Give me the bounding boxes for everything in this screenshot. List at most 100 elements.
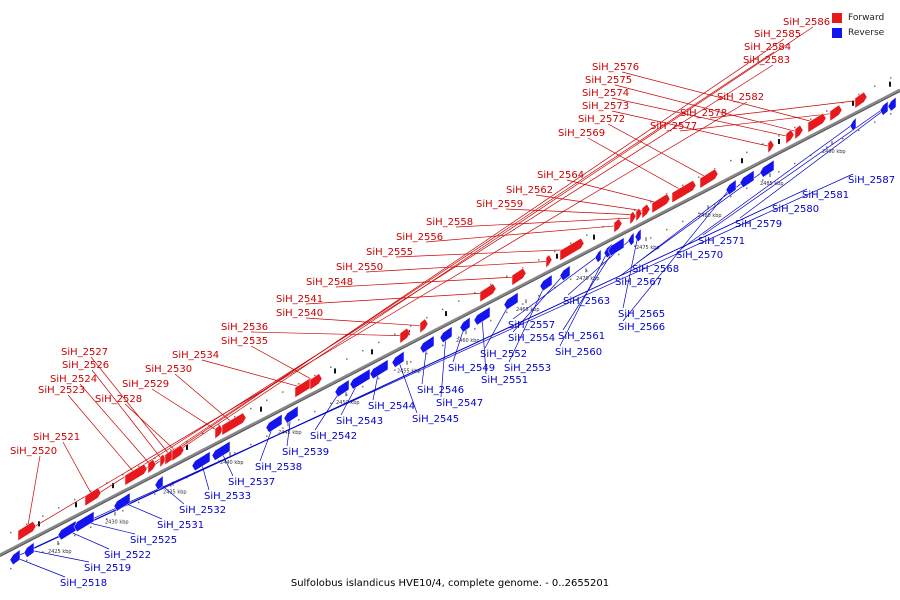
gene-SiH_2546[interactable] xyxy=(419,335,435,354)
gene-SiH_2572[interactable] xyxy=(699,168,719,189)
gene-SiH_2562[interactable] xyxy=(641,203,651,219)
guide-dot-upper xyxy=(746,151,748,154)
gene-SiH_2579[interactable] xyxy=(887,96,897,112)
gene-SiH_2526[interactable] xyxy=(159,453,167,468)
gene-label-forward: SiH_2569 xyxy=(558,128,605,139)
label-connector-forward xyxy=(135,51,775,476)
guide-dot-lower xyxy=(234,452,236,454)
guide-dot-upper xyxy=(330,366,332,368)
gene-SiH_2522[interactable] xyxy=(57,520,77,541)
gene-label-forward: SiH_2555 xyxy=(366,247,413,258)
gene-SiH_2539[interactable] xyxy=(283,405,299,424)
gene-label-reverse: SiH_2543 xyxy=(336,416,383,427)
gene-SiH_2520[interactable] xyxy=(17,521,37,542)
gene-SiH_2536[interactable] xyxy=(399,327,411,344)
gene-SiH_2550[interactable] xyxy=(545,254,553,269)
gene-SiH_2532[interactable] xyxy=(154,475,164,491)
gene-SiH_2578[interactable] xyxy=(854,91,868,109)
tick-label: 2435 kbp xyxy=(163,490,187,496)
gene-SiH_2540[interactable] xyxy=(419,318,429,334)
guide-dot-lower xyxy=(346,394,348,396)
gene-SiH_2521[interactable] xyxy=(84,487,102,507)
gene-SiH_2554[interactable] xyxy=(559,265,571,282)
gene-label-forward: SiH_2541 xyxy=(276,294,323,305)
label-connector-forward xyxy=(26,455,41,532)
guide-dot-upper xyxy=(266,399,268,402)
guide-dot-lower xyxy=(122,509,124,512)
gene-SiH_2541[interactable] xyxy=(479,283,497,303)
gene-SiH_2530[interactable] xyxy=(221,412,247,436)
guide-dot-lower xyxy=(842,137,844,140)
guide-dot-lower xyxy=(442,344,444,347)
guide-dot-upper xyxy=(634,209,636,211)
gene-SiH_2548[interactable] xyxy=(511,267,527,286)
tick-separator xyxy=(889,81,891,87)
gene-label-reverse: SiH_2566 xyxy=(618,322,665,333)
guide-dot-upper xyxy=(58,507,60,509)
gene-SiH_2552[interactable] xyxy=(503,291,519,310)
gene-SiH_2529[interactable] xyxy=(214,424,224,440)
gene-SiH_2551[interactable] xyxy=(473,306,491,326)
guide-dot-upper xyxy=(586,234,588,236)
gene-label-forward: SiH_2559 xyxy=(476,199,523,210)
gene-SiH_2576[interactable] xyxy=(807,112,827,133)
gene-SiH_2557[interactable] xyxy=(594,248,602,263)
gene-SiH_2533[interactable] xyxy=(191,451,211,472)
guide-dot-upper xyxy=(218,424,220,426)
gene-SiH_2535[interactable] xyxy=(309,373,323,391)
gene-SiH_2569[interactable] xyxy=(671,180,697,204)
gene-SiH_2523[interactable] xyxy=(124,463,148,486)
guide-dot-upper xyxy=(474,292,476,294)
gene-SiH_2571[interactable] xyxy=(879,100,889,116)
label-connector-forward xyxy=(395,249,573,258)
gene-SiH_2556[interactable] xyxy=(613,218,623,234)
gene-SiH_2528[interactable] xyxy=(171,444,185,462)
label-connector-reverse xyxy=(66,530,110,550)
gene-SiH_2566[interactable] xyxy=(725,179,737,196)
gene-SiH_2543[interactable] xyxy=(349,368,371,390)
gene-SiH_2547[interactable] xyxy=(439,325,453,344)
gene-SiH_2524[interactable] xyxy=(147,459,157,475)
gene-SiH_2573[interactable] xyxy=(767,139,775,154)
guide-dot-upper xyxy=(122,473,124,476)
gene-SiH_2559[interactable] xyxy=(635,207,643,223)
guide-dot-lower xyxy=(154,493,156,495)
gene-SiH_2577[interactable] xyxy=(829,104,843,122)
gene-SiH_2544[interactable] xyxy=(369,359,389,380)
gene-SiH_2545[interactable] xyxy=(391,350,405,368)
guide-dot-lower xyxy=(282,427,284,429)
gene-SiH_2570[interactable] xyxy=(849,117,857,132)
guide-dot-lower xyxy=(874,121,876,123)
gene-SiH_2565[interactable] xyxy=(634,228,642,243)
gene-label-reverse: SiH_2533 xyxy=(204,491,251,502)
gene-SiH_2542[interactable] xyxy=(334,379,350,398)
gene-SiH_2568[interactable] xyxy=(759,159,775,178)
label-connector-forward xyxy=(425,225,619,243)
gene-SiH_2549[interactable] xyxy=(459,316,471,333)
label-connector-forward xyxy=(709,99,862,119)
label-connector-forward xyxy=(67,394,137,475)
gene-label-forward: SiH_2584 xyxy=(744,42,791,53)
gene-SiH_2519[interactable] xyxy=(23,541,35,558)
gene-label-forward: SiH_2528 xyxy=(95,394,142,405)
gene-SiH_2553[interactable] xyxy=(539,274,553,292)
gene-SiH_2567[interactable] xyxy=(739,169,755,189)
gene-SiH_2525[interactable] xyxy=(73,510,95,533)
gene-SiH_2538[interactable] xyxy=(265,413,283,433)
gene-SiH_2561[interactable] xyxy=(607,237,625,257)
gene-SiH_2531[interactable] xyxy=(113,492,131,512)
gene-SiH_2518[interactable] xyxy=(9,549,21,566)
gene-SiH_2563[interactable] xyxy=(627,231,635,246)
legend-swatch-forward xyxy=(832,12,842,23)
gene-label-forward: SiH_2574 xyxy=(582,88,629,99)
gene-SiH_2574[interactable] xyxy=(785,129,795,145)
gene-label-reverse: SiH_2563 xyxy=(563,296,610,307)
label-connector-forward xyxy=(535,194,647,212)
gene-label-reverse: SiH_2531 xyxy=(157,520,204,531)
gene-SiH_2564[interactable] xyxy=(651,193,671,214)
gene-SiH_2555[interactable] xyxy=(559,237,585,262)
gene-SiH_2558[interactable] xyxy=(629,210,637,226)
gene-SiH_2575[interactable] xyxy=(794,124,804,140)
gene-SiH_2537[interactable] xyxy=(211,440,231,461)
guide-dot-lower xyxy=(826,146,828,148)
